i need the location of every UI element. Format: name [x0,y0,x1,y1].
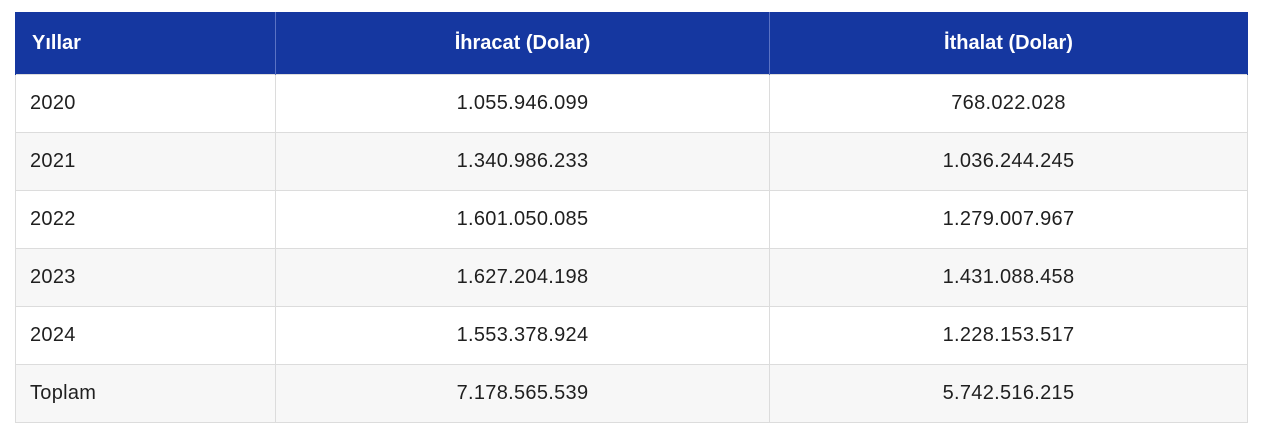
cell-exports: 1.601.050.085 [275,190,770,249]
table-row: 2024 1.553.378.924 1.228.153.517 [15,306,1248,365]
cell-total-exports: 7.178.565.539 [275,364,770,423]
trade-table: Yıllar İhracat (Dolar) İthalat (Dolar) 2… [15,12,1248,423]
cell-exports: 1.553.378.924 [275,306,770,365]
cell-imports: 1.431.088.458 [769,248,1248,307]
table-row: 2022 1.601.050.085 1.279.007.967 [15,190,1248,249]
cell-imports: 1.279.007.967 [769,190,1248,249]
cell-imports: 1.036.244.245 [769,132,1248,191]
data-table-container: Yıllar İhracat (Dolar) İthalat (Dolar) 2… [15,12,1248,423]
cell-imports: 768.022.028 [769,74,1248,133]
cell-exports: 1.340.986.233 [275,132,770,191]
table-row: 2023 1.627.204.198 1.431.088.458 [15,248,1248,307]
cell-year: 2022 [15,190,276,249]
column-header-years: Yıllar [15,12,276,75]
column-header-imports: İthalat (Dolar) [769,12,1248,75]
cell-year: 2021 [15,132,276,191]
cell-exports: 1.627.204.198 [275,248,770,307]
table-row: 2020 1.055.946.099 768.022.028 [15,74,1248,133]
column-header-exports: İhracat (Dolar) [275,12,770,75]
table-header: Yıllar İhracat (Dolar) İthalat (Dolar) [15,12,1248,75]
cell-imports: 1.228.153.517 [769,306,1248,365]
cell-year: 2023 [15,248,276,307]
table-row-total: Toplam 7.178.565.539 5.742.516.215 [15,364,1248,423]
cell-year: 2024 [15,306,276,365]
cell-year: 2020 [15,74,276,133]
cell-exports: 1.055.946.099 [275,74,770,133]
cell-total-label: Toplam [15,364,276,423]
table-body: 2020 1.055.946.099 768.022.028 2021 1.34… [15,74,1248,423]
table-row: 2021 1.340.986.233 1.036.244.245 [15,132,1248,191]
header-row: Yıllar İhracat (Dolar) İthalat (Dolar) [15,12,1248,75]
cell-total-imports: 5.742.516.215 [769,364,1248,423]
